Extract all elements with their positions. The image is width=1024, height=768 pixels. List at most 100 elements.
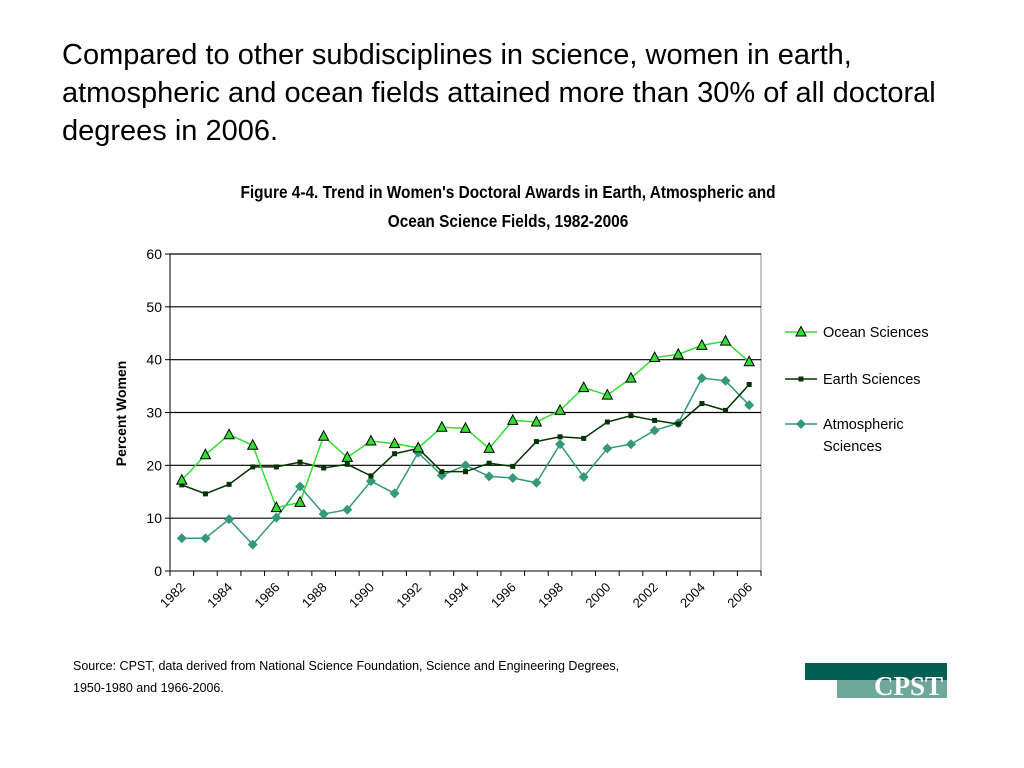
data-point-triangle — [436, 420, 448, 432]
headline: Compared to other subdisciplines in scie… — [62, 39, 936, 147]
y-tick-label: 30 — [146, 405, 162, 421]
data-point-diamond — [555, 439, 566, 450]
figure-title: Figure 4-4. Trend in Women's Doctoral Aw… — [193, 178, 823, 236]
data-point-diamond — [796, 419, 806, 429]
logo-text: CPST — [874, 671, 943, 698]
data-point-triangle — [317, 429, 330, 441]
data-point-square — [675, 421, 681, 427]
figure-title-line-2: Ocean Science Fields, 1982-2006 — [387, 211, 629, 231]
data-point-triangle — [223, 428, 235, 440]
series-line — [181, 383, 750, 495]
source-note: Source: CPST, data derived from National… — [73, 655, 713, 699]
data-point-diamond — [295, 481, 306, 492]
data-point-diamond — [342, 504, 353, 515]
data-point-square — [250, 464, 256, 470]
x-tick-label: 2002 — [630, 580, 661, 611]
y-tick-label: 0 — [154, 563, 162, 579]
data-point-triangle — [270, 501, 283, 513]
data-point-square — [179, 482, 185, 488]
x-tick-label: 1992 — [393, 580, 424, 611]
data-point-triangle — [696, 338, 708, 350]
data-point-diamond — [318, 508, 329, 519]
data-point-triangle — [743, 355, 756, 367]
data-point-square — [581, 435, 587, 441]
data-point-square — [368, 473, 374, 479]
x-tick-label: 2000 — [582, 580, 613, 611]
legend-label: Sciences — [823, 439, 882, 455]
data-point-diamond — [507, 473, 518, 484]
series-ocean-sciences — [175, 334, 756, 513]
y-tick-label: 40 — [146, 352, 162, 368]
data-point-square — [533, 439, 539, 445]
data-point-triangle — [554, 403, 566, 415]
data-point-square — [486, 460, 492, 466]
data-point-triangle — [388, 437, 401, 449]
logo-bar-light — [837, 680, 947, 698]
data-point-square — [392, 451, 398, 457]
data-point-triangle — [412, 441, 425, 453]
data-point-triangle — [199, 448, 212, 460]
data-point-square — [226, 481, 232, 487]
data-point-square — [699, 401, 705, 407]
x-tick-label: 1988 — [299, 580, 330, 611]
y-tick-label: 50 — [146, 299, 162, 315]
line-chart: 0 10 20 30 40 50 60 1982 1984 1986 1988 1990 1992 199… — [113, 246, 929, 611]
data-point-triangle — [648, 350, 661, 363]
legend-item-ocean-sciences: Ocean Sciences — [785, 325, 929, 341]
x-tick-label: 1994 — [441, 580, 472, 611]
data-point-diamond — [720, 375, 731, 386]
data-point-square — [510, 463, 516, 469]
data-point-square — [604, 419, 610, 425]
data-point-triangle — [577, 381, 590, 393]
series-earth-sciences — [179, 381, 752, 497]
data-point-triangle — [530, 415, 543, 427]
x-tick-label: 1984 — [204, 580, 235, 611]
data-point-diamond — [200, 533, 211, 544]
series-atmospheric-sciences — [176, 373, 755, 550]
data-point-diamond — [744, 400, 755, 411]
data-point-diamond — [271, 512, 282, 523]
data-point-square — [439, 469, 445, 475]
data-point-triangle — [175, 473, 188, 485]
data-point-triangle — [459, 421, 472, 433]
data-point-diamond — [365, 476, 376, 487]
legend-label: Earth Sciences — [823, 372, 921, 388]
x-tick-label: 1982 — [157, 580, 188, 611]
data-point-square — [297, 459, 303, 465]
data-point-triangle — [719, 334, 732, 346]
data-point-square — [202, 491, 208, 497]
data-point-triangle — [483, 441, 495, 453]
data-point-diamond — [696, 373, 707, 384]
figure-title-line-1: Figure 4-4. Trend in Women's Doctoral Aw… — [240, 182, 776, 202]
x-tick-label: 1998 — [535, 580, 566, 611]
data-point-triangle — [506, 413, 519, 425]
data-point-square — [273, 464, 279, 470]
data-point-square — [723, 407, 729, 413]
data-point-square — [463, 469, 468, 475]
data-point-diamond — [649, 425, 660, 436]
data-point-diamond — [602, 443, 613, 454]
data-point-triangle — [672, 347, 685, 359]
data-point-diamond — [484, 471, 495, 482]
data-point-square — [652, 417, 658, 423]
y-tick-label: 60 — [146, 246, 162, 262]
data-point-square — [321, 465, 327, 471]
logo-bar-dark — [805, 663, 947, 680]
data-point-triangle — [365, 434, 377, 446]
x-tick-label: 1996 — [488, 580, 519, 611]
cpst-logo: CPST — [805, 663, 947, 698]
data-point-diamond — [224, 514, 235, 525]
data-point-square — [344, 461, 350, 467]
data-point-diamond — [625, 439, 636, 450]
data-point-diamond — [247, 539, 258, 550]
y-axis-label: Percent Women — [113, 361, 129, 467]
data-point-diamond — [578, 471, 589, 482]
data-point-triangle — [246, 438, 259, 450]
y-tick-label: 20 — [146, 457, 162, 473]
legend-item-atmospheric-sciences: Atmospheric Sciences — [785, 417, 904, 455]
legend-item-earth-sciences: Earth Sciences — [785, 372, 921, 388]
data-point-square — [557, 434, 563, 440]
data-point-triangle — [601, 388, 614, 400]
data-point-triangle — [625, 371, 637, 383]
data-point-diamond — [531, 477, 542, 488]
